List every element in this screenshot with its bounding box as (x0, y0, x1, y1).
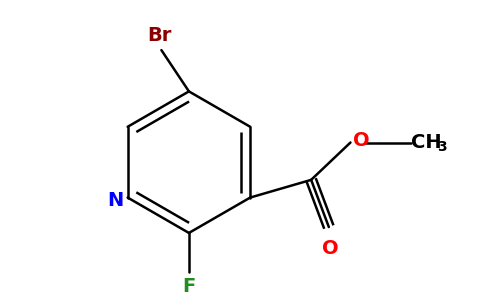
Text: N: N (107, 191, 124, 210)
Text: CH: CH (411, 133, 442, 152)
Text: 3: 3 (437, 140, 447, 154)
Text: O: O (353, 131, 370, 150)
Text: Br: Br (147, 26, 172, 45)
Text: F: F (182, 277, 196, 296)
Text: O: O (322, 239, 339, 258)
